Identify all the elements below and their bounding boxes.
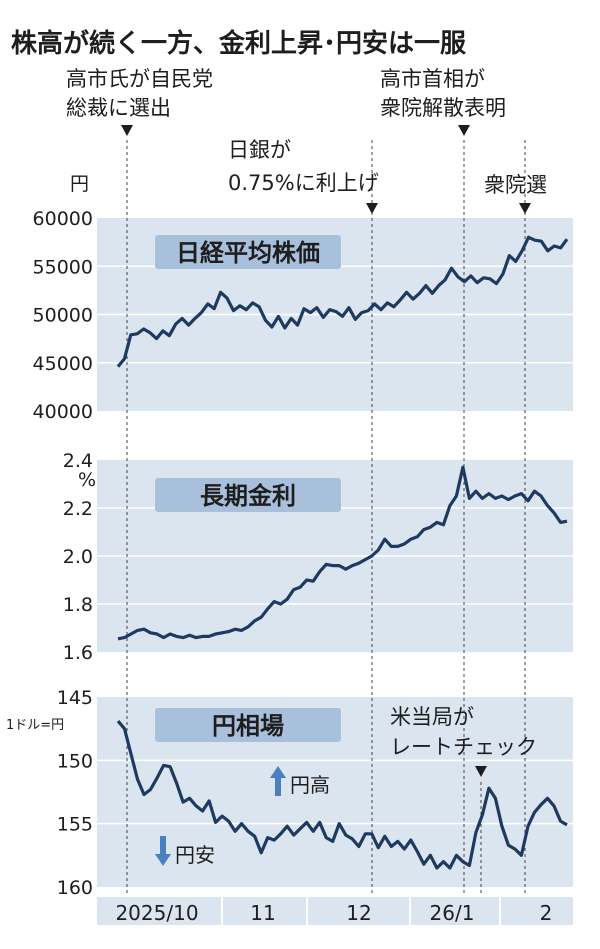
x-axis: 2025/10 11 12 26/1 2 (97, 897, 573, 925)
y-tick-label: 60000 (33, 208, 93, 230)
y-tick-label: 50000 (33, 305, 93, 327)
y-tick-label: 1.6 (63, 642, 93, 664)
event-boj-marker (366, 203, 378, 214)
yen-label: 円相場 (212, 712, 284, 740)
event-dissolution-line1: 高市首相が (380, 67, 485, 91)
event-dissolution-marker (458, 125, 470, 136)
y-tick-label: 150 (57, 750, 93, 772)
series-lines (116, 235, 569, 870)
y-tick-label: 45000 (33, 353, 93, 375)
series-line-2 (116, 720, 568, 870)
y-tick-label: 145 (57, 687, 93, 709)
y-tick-label: 155 (57, 814, 93, 836)
yen-label-box (155, 708, 341, 742)
chart-title: 株高が続く一方、金利上昇･円安は一服 (11, 28, 467, 59)
y-tick-label: 55000 (33, 256, 93, 278)
event-ratecheck-line1: 米当局が (390, 705, 474, 729)
x-tick-label: 2025/10 (115, 901, 198, 925)
y-tick-label: 2.0 (63, 546, 93, 568)
event-ratecheck-line2: レートチェック (390, 735, 537, 759)
y-tick-label: 2.2 (63, 498, 93, 520)
x-tick-label: 2 (540, 901, 553, 925)
event-takaichi-marker (121, 125, 133, 136)
series-line-1 (117, 465, 568, 641)
series-line-0 (116, 235, 569, 368)
nikkei-label-box (155, 235, 341, 269)
yen-strong-indicator: 円高 (270, 766, 330, 797)
y-tick-label: 40000 (33, 401, 93, 423)
event-takaichi-line2: 総裁に選出 (66, 96, 171, 120)
y-tick-labels: 60000 55000 50000 45000 40000 2.4 2.2 2.0 1.8 1.6… (33, 208, 93, 899)
jgb-unit: % (78, 469, 96, 491)
jgb-label: 長期金利 (200, 482, 296, 510)
event-takaichi-line1: 高市氏が自民党 (66, 67, 213, 91)
event-election-marker (519, 203, 531, 214)
x-tick-label: 12 (346, 901, 371, 925)
event-boj-line2: 0.75%に利上げ (228, 171, 379, 195)
event-dissolution-line2: 衆院解散表明 (380, 96, 506, 120)
up-arrow-icon (270, 766, 286, 796)
event-election-label: 衆院選 (484, 173, 547, 197)
event-annotations: 高市氏が自民党 総裁に選出 日銀が 0.75%に利上げ 高市首相が 衆院解散表明… (66, 67, 547, 777)
x-tick-label: 11 (250, 901, 275, 925)
event-lines (126, 140, 526, 895)
y-tick-label: 2.4 (63, 450, 93, 472)
nikkei-unit: 円 (70, 173, 89, 195)
down-arrow-icon (155, 836, 171, 866)
x-axis-band (97, 897, 573, 925)
x-tick-label: 26/1 (430, 901, 475, 925)
yen-unit: 1ドル=円 (6, 718, 64, 733)
event-boj-line1: 日銀が (228, 138, 291, 162)
yen-weak-label: 円安 (175, 843, 215, 867)
y-tick-label: 1.8 (63, 594, 93, 616)
y-tick-label: 160 (57, 877, 93, 899)
event-ratecheck-marker (475, 766, 487, 777)
yen-strong-label: 円高 (290, 773, 330, 797)
x-tick-labels: 2025/10 11 12 26/1 2 (115, 897, 552, 925)
nikkei-label: 日経平均株価 (176, 239, 320, 267)
jgb-label-box (155, 478, 341, 512)
yen-weak-indicator: 円安 (155, 836, 215, 867)
